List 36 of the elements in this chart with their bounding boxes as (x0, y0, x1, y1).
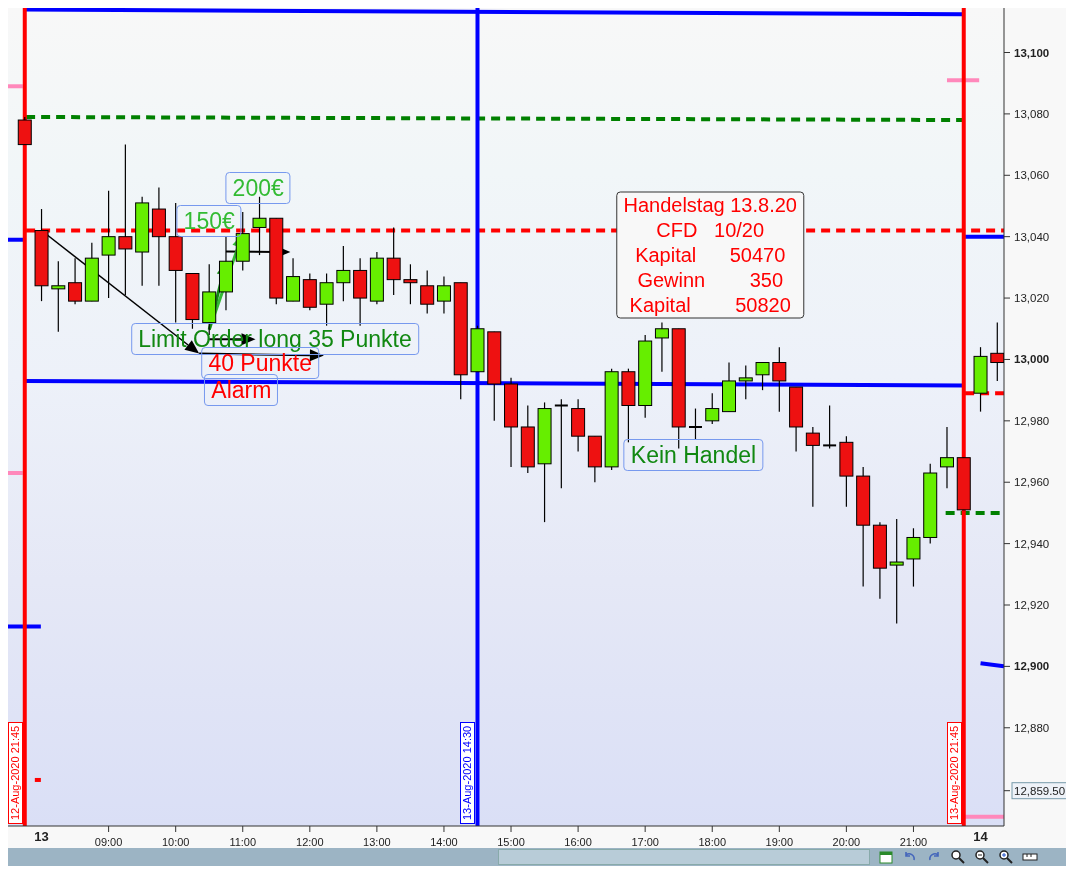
x-tick-label: 12:00 (296, 836, 324, 848)
text: 14 (973, 829, 988, 844)
annotation: 13-Aug-2020 21:45 (946, 721, 962, 824)
y-tick-label: 12,960 (1014, 476, 1050, 489)
y-tick-label: 13,060 (1014, 169, 1050, 182)
x-tick-label: 19:00 (765, 836, 794, 848)
annotation: 13-Aug-2020 14:30 (460, 721, 476, 824)
y-tick-label: 12,920 (1014, 599, 1050, 611)
y-tick-label: 13,020 (1014, 292, 1050, 305)
annotation: Handelstag 13.8.20 CFD 10/20 Kapital 50470 Gewinn 350 Kapital 50820 (616, 191, 804, 319)
y-tick-label: 13,040 (1014, 230, 1050, 243)
x-tick-label: 21:00 (899, 836, 928, 848)
y-tick-label: 13,100 (1014, 46, 1050, 59)
y-tick-label: 13,000 (1014, 353, 1050, 366)
x-tick-label: 18:00 (698, 836, 727, 848)
x-tick-label: 11:00 (229, 836, 257, 848)
y-tick-label: 13,080 (1014, 107, 1050, 120)
annotation: 150€ (176, 205, 242, 238)
x-tick-label: 10:00 (161, 836, 190, 848)
x-tick-label: 20:00 (832, 836, 861, 848)
annotation: 12-Aug-2020 21:45 (7, 721, 23, 824)
x-tick-label: 15:00 (497, 836, 525, 848)
y-tick-label: 12,859.50 (1014, 784, 1066, 797)
annotation: 200€ (225, 171, 291, 204)
x-tick-label: 09:00 (94, 836, 123, 848)
annotation: Kein Handel (623, 438, 764, 471)
text: 13 (34, 829, 49, 844)
y-tick-label: 12,940 (1014, 537, 1050, 550)
y-tick-label: 12,980 (1014, 414, 1050, 427)
x-tick-label: 16:00 (564, 836, 592, 848)
y-tick-label: 12,880 (1014, 721, 1050, 734)
annotation: Alarm (211, 377, 272, 404)
y-tick-label: 12,900 (1014, 660, 1050, 673)
x-tick-label: 17:00 (631, 836, 659, 848)
x-tick-label: 13:00 (363, 836, 391, 848)
x-tick-label: 14:00 (430, 836, 458, 848)
